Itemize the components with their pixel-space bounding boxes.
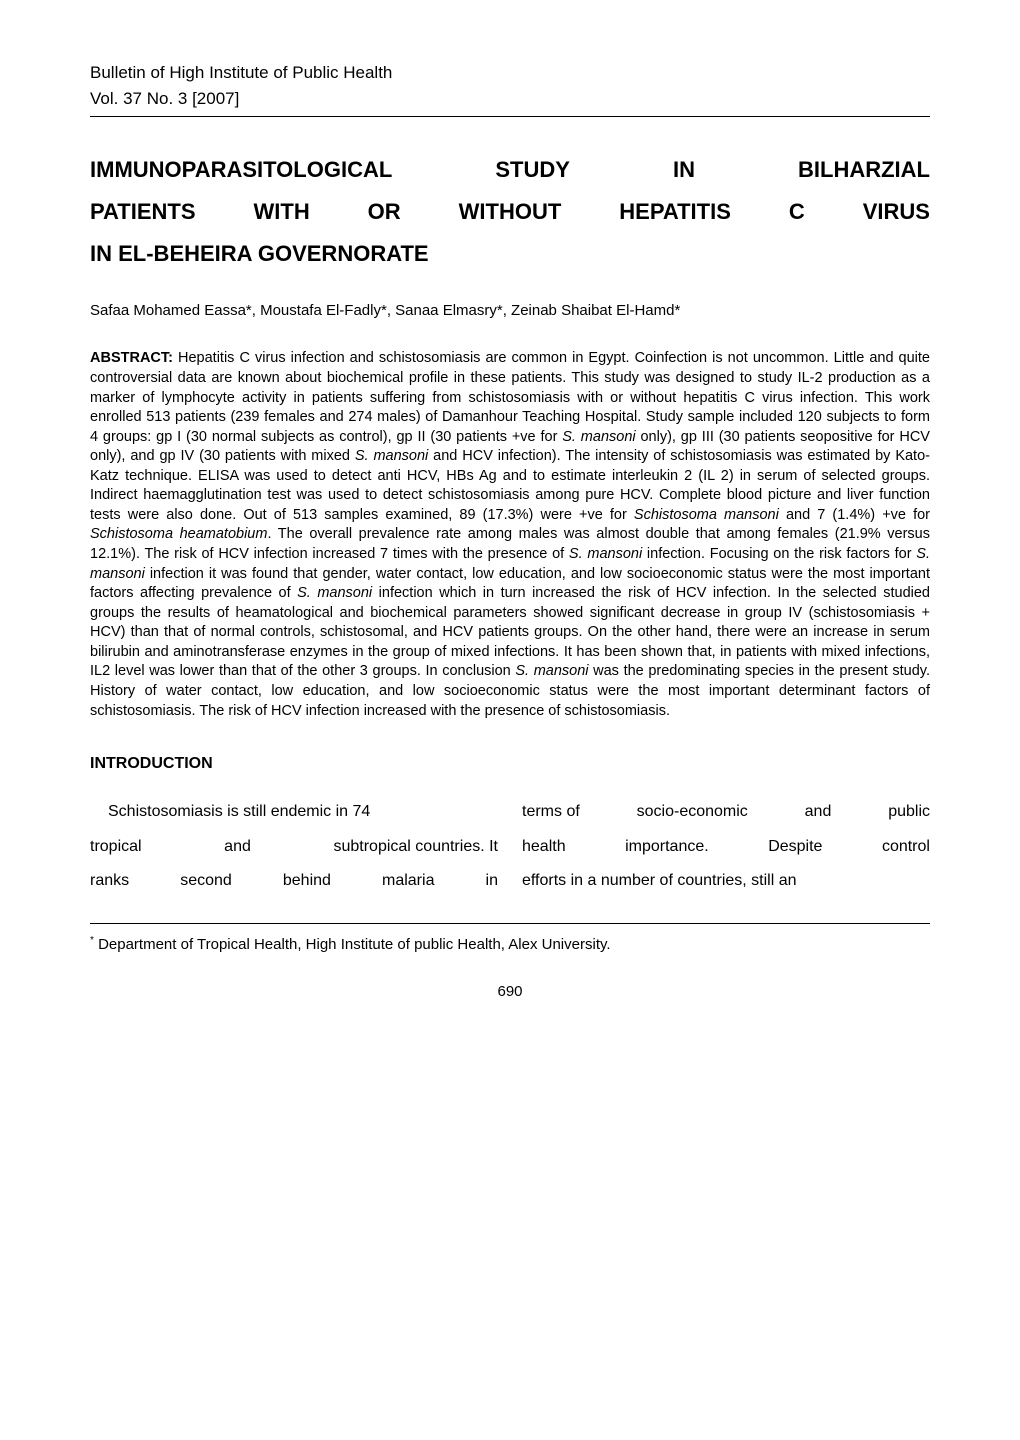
journal-name: Bulletin of High Institute of Public Hea… <box>90 60 930 86</box>
intro-word: socio-economic <box>637 795 748 829</box>
title-word: WITHOUT <box>459 191 562 233</box>
species-name: S. mansoni <box>569 546 642 562</box>
title-word: IN <box>673 149 695 191</box>
intro-word: and <box>224 830 251 864</box>
title-word: IMMUNOPARASITOLOGICAL <box>90 149 392 191</box>
title-word: PATIENTS <box>90 191 196 233</box>
intro-col-left: Schistosomiasis is still endemic in 74 t… <box>90 795 498 898</box>
intro-word: behind <box>283 864 331 898</box>
title-word: VIRUS <box>863 191 930 233</box>
intro-columns: Schistosomiasis is still endemic in 74 t… <box>90 795 930 898</box>
intro-word: terms of <box>522 795 580 829</box>
intro-line: ranks second behind malaria in <box>90 864 498 898</box>
intro-line: efforts in a number of countries, still … <box>522 864 930 898</box>
header-divider <box>90 116 930 117</box>
species-name: Schistosoma heamatobium <box>90 526 267 542</box>
intro-line: terms of socio-economic and public <box>522 795 930 829</box>
title-word: OR <box>368 191 401 233</box>
intro-word: control <box>882 830 930 864</box>
species-name: S. mansoni <box>297 585 372 601</box>
species-name: S. mansoni <box>515 663 588 679</box>
intro-word: Despite <box>768 830 822 864</box>
intro-word: health <box>522 830 566 864</box>
journal-header: Bulletin of High Institute of Public Hea… <box>90 60 930 111</box>
journal-volume: Vol. 37 No. 3 [2007] <box>90 86 930 112</box>
intro-word: malaria <box>382 864 434 898</box>
intro-line: Schistosomiasis is still endemic in 74 <box>90 795 498 829</box>
title-word: STUDY <box>495 149 570 191</box>
abstract-text: infection. Focusing on the risk factors … <box>642 546 916 562</box>
authors: Safaa Mohamed Eassa*, Moustafa El-Fadly*… <box>90 300 930 321</box>
title-word: BILHARZIAL <box>798 149 930 191</box>
intro-word: in <box>486 864 498 898</box>
abstract: ABSTRACT: Hepatitis C virus infection an… <box>90 349 930 721</box>
intro-word: public <box>888 795 930 829</box>
footnote: * Department of Tropical Health, High In… <box>90 934 930 955</box>
title-line-2: PATIENTS WITH OR WITHOUT HEPATITIS C VIR… <box>90 191 930 233</box>
title-word: WITH <box>254 191 310 233</box>
introduction-body: Schistosomiasis is still endemic in 74 t… <box>90 795 930 898</box>
intro-word: ranks <box>90 864 129 898</box>
intro-line: tropical and subtropical countries. It <box>90 830 498 864</box>
footnote-text: Department of Tropical Health, High Inst… <box>94 936 611 953</box>
footnote-divider <box>90 923 930 924</box>
page-number: 690 <box>90 981 930 1002</box>
species-name: Schistosoma mansoni <box>634 507 779 523</box>
paper-title: IMMUNOPARASITOLOGICAL STUDY IN BILHARZIA… <box>90 149 930 274</box>
title-line-3: IN EL-BEHEIRA GOVERNORATE <box>90 233 930 275</box>
title-line-1: IMMUNOPARASITOLOGICAL STUDY IN BILHARZIA… <box>90 149 930 191</box>
intro-word: subtropical countries. It <box>333 830 498 864</box>
title-word: C <box>789 191 805 233</box>
intro-word: importance. <box>625 830 709 864</box>
species-name: S. mansoni <box>355 448 428 464</box>
intro-col-right: terms of socio-economic and public healt… <box>522 795 930 898</box>
abstract-text: and 7 (1.4%) +ve for <box>779 507 930 523</box>
intro-word: tropical <box>90 830 142 864</box>
intro-word: second <box>180 864 232 898</box>
introduction-heading: INTRODUCTION <box>90 753 930 775</box>
intro-line: health importance. Despite control <box>522 830 930 864</box>
species-name: S. mansoni <box>562 429 635 445</box>
title-word: HEPATITIS <box>619 191 731 233</box>
intro-word: and <box>805 795 832 829</box>
abstract-label: ABSTRACT: <box>90 350 173 366</box>
